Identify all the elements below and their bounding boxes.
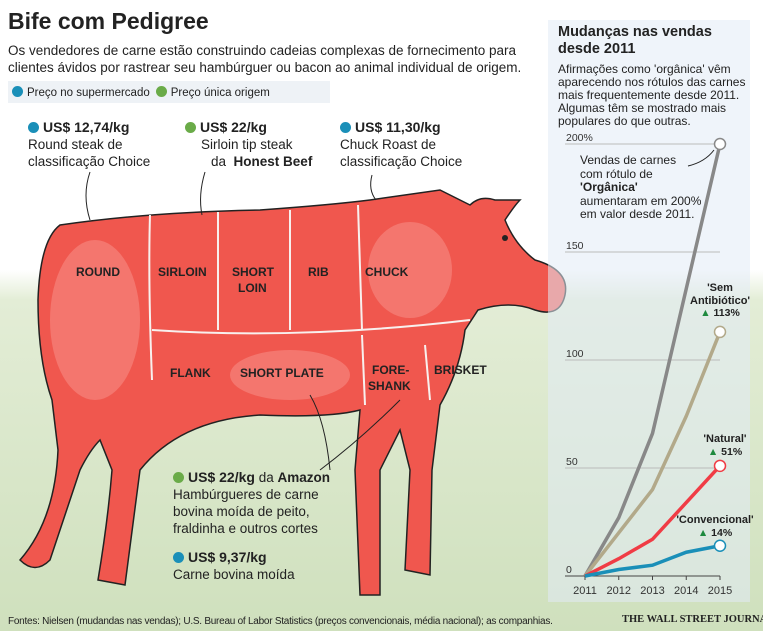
callout-ground-beef: US$ 9,37/kg Carne bovina moída <box>173 549 295 583</box>
price: US$ 11,30/kg <box>355 119 441 135</box>
organic-note: Vendas de carnes com rótulo de 'Orgânica… <box>580 153 702 222</box>
callout-text: classificação Choice <box>340 154 463 169</box>
cut-chuck: CHUCK <box>365 265 409 279</box>
panel-description: Afirmações como 'orgânica' vêm aparecend… <box>558 62 746 128</box>
callout-arrows <box>85 171 401 471</box>
callout-text: da <box>211 154 227 169</box>
blue-dot-icon <box>173 552 184 563</box>
callout-text: classificação Choice <box>28 154 151 169</box>
legend: Preço no supermercado Preço única origem <box>8 81 330 103</box>
up-triangle-icon: ▲ <box>697 526 709 539</box>
cut-highlights <box>50 222 452 400</box>
x-tick-label: 2015 <box>708 585 732 597</box>
cut-flank: FLANK <box>170 366 211 380</box>
callout-text: da <box>258 470 274 485</box>
y-tick-label: 100 <box>566 348 584 360</box>
series-change: 14% <box>711 526 733 539</box>
series-line <box>584 464 722 578</box>
x-tick-label: 2011 <box>573 585 597 597</box>
cut-round: ROUND <box>76 265 120 279</box>
cut-short-loin-2: LOIN <box>238 281 267 295</box>
callout-chuck: US$ 11,30/kg Chuck Roast de classificaçã… <box>340 119 462 170</box>
legend-label: Preço no supermercado <box>27 86 150 99</box>
y-tick-label: 0 <box>566 564 572 576</box>
y-tick-label: 200% <box>566 132 593 144</box>
green-dot-icon <box>185 122 196 133</box>
series-line <box>584 544 721 578</box>
series-line <box>583 143 722 577</box>
blue-dot-icon <box>28 122 39 133</box>
note-text: aumentaram em 200% em valor desde 2011. <box>580 193 702 221</box>
series-endpoint <box>713 459 727 473</box>
callout-sirloin: US$ 22/kg Sirloin tip steak da Honest Be… <box>185 119 312 170</box>
cut-sirloin: SIRLOIN <box>158 265 207 279</box>
label-convencional: 'Convencional' ▲ 14% <box>672 514 758 539</box>
wsj-logo: THE WALL STREET JOURNAL. <box>622 614 763 625</box>
price: US$ 22/kg <box>188 469 255 485</box>
sales-panel <box>548 20 750 602</box>
brand: Amazon <box>277 470 331 485</box>
price: US$ 9,37/kg <box>188 549 267 565</box>
green-dot-icon <box>173 472 184 483</box>
blue-dot-icon <box>12 85 23 97</box>
legend-label: Preço única origem <box>170 86 270 99</box>
callout-text: Sirloin tip steak <box>201 137 293 152</box>
callout-text: Round steak de <box>28 137 123 152</box>
price: US$ 22/kg <box>200 119 267 135</box>
note-bold: 'Orgânica' <box>580 180 638 194</box>
x-tick-label: 2014 <box>674 585 698 597</box>
label-sem-antibiotico: 'Sem Antibiótico' ▲ 113% <box>690 282 750 320</box>
callout-text: bovina moída de peito, <box>173 504 310 519</box>
y-tick-label: 50 <box>566 456 578 468</box>
cow-eye <box>502 235 508 241</box>
footer-sources: Fontes: Nielsen (mudandas nas vendas); U… <box>8 616 553 627</box>
label-natural: 'Natural' ▲ 51% <box>695 433 755 458</box>
green-dot-icon <box>155 85 167 97</box>
x-tick-label: 2012 <box>607 585 631 597</box>
callout-text: Chuck Roast de <box>340 137 437 152</box>
cut-short-loin: SHORT <box>232 265 275 279</box>
series-name: 'Sem Antibiótico' <box>690 282 751 307</box>
x-tick-label: 2013 <box>640 585 664 597</box>
callout-text: fraldinha e outros cortes <box>173 521 318 536</box>
series-name: 'Convencional' <box>676 514 754 526</box>
series-endpoint <box>713 325 727 339</box>
cut-brisket: BRISKET <box>434 363 487 377</box>
subtitle: Os vendedores de carne estão construindo… <box>8 43 522 75</box>
y-tick-label: 150 <box>566 240 584 252</box>
up-triangle-icon: ▲ <box>707 445 719 458</box>
cut-foreshank: FORE- <box>372 363 409 377</box>
page-title: Bife com Pedigree <box>8 8 209 34</box>
series-endpoint <box>713 137 727 151</box>
price: US$ 12,74/kg <box>43 119 130 135</box>
note-arrow <box>687 149 715 167</box>
cut-lines <box>148 204 471 406</box>
series-name: 'Natural' <box>703 433 747 445</box>
callout-round: US$ 12,74/kg Round steak de classificaçã… <box>28 119 150 170</box>
callout-text: Hambúrgueres de carne <box>173 487 319 502</box>
series-change: 113% <box>713 307 740 319</box>
cut-foreshank-2: SHANK <box>368 379 411 393</box>
series-change: 51% <box>721 445 743 458</box>
series-endpoint <box>713 539 727 553</box>
brand: Honest Beef <box>233 154 313 169</box>
legend-supermarket: Preço no supermercado <box>12 85 150 99</box>
legend-single-origin: Preço única origem <box>155 85 270 99</box>
cut-short-plate: SHORT PLATE <box>240 366 324 380</box>
blue-dot-icon <box>340 122 351 133</box>
cut-rib: RIB <box>308 265 329 279</box>
panel-title: Mudanças nas vendas desde 2011 <box>558 24 712 57</box>
up-triangle-icon: ▲ <box>700 307 711 319</box>
series-line <box>583 331 722 578</box>
callout-amazon: US$ 22/kg da Amazon Hambúrgueres de carn… <box>173 469 330 537</box>
callout-text: Carne bovina moída <box>173 567 295 582</box>
note-text: Vendas de carnes com rótulo de <box>580 153 677 181</box>
